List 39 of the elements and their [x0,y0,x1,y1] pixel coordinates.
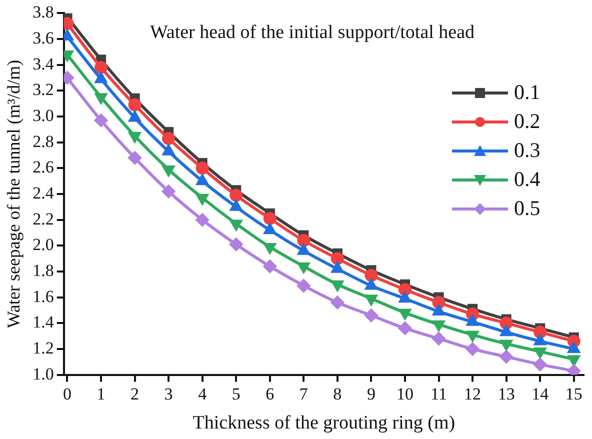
y-tick-label: 3.4 [32,54,54,74]
y-tick-label: 3.0 [32,106,54,125]
y-tick-label: 2.2 [32,209,54,228]
x-tick-label: 11 [430,384,447,404]
x-tick-label: 5 [232,384,240,404]
y-tick-label: 2.0 [32,235,54,254]
x-tick-label: 13 [498,384,515,404]
x-axis-title: Thickness of the grouting ring (m) [192,412,456,434]
legend-label: 0.5 [514,196,540,221]
y-tick-label: 2.6 [32,158,54,177]
x-tick-label: 10 [396,384,414,404]
legend-title: Water head of the initial support/total head [150,22,475,44]
legend-label: 0.3 [514,138,540,163]
x-tick-label: 6 [266,384,274,404]
x-tick-label: 1 [96,384,106,404]
legend-label: 0.2 [514,109,540,134]
y-axis-title: Water seepage of the tunnel (m³/d/m) [4,60,24,328]
y-tick-label: 1.4 [32,312,54,332]
legend-label: 0.1 [514,80,540,105]
x-tick-label: 9 [366,384,376,404]
x-tick-label: 12 [464,384,482,404]
y-tick-label: 1.8 [32,260,54,280]
x-tick-label: 4 [198,384,208,404]
y-tick-label: 1.0 [32,364,54,384]
y-tick-label: 1.6 [32,286,54,306]
y-tick-label: 3.2 [32,80,54,100]
y-tick-label: 3.8 [32,2,54,22]
x-tick-label: 2 [130,384,140,404]
y-tick-label: 3.6 [32,28,54,48]
x-tick-label: 15 [565,384,582,404]
x-tick-label: 0 [62,384,72,404]
x-tick-label: 3 [164,384,173,404]
y-tick-label: 1.2 [32,338,54,358]
x-tick-label: 7 [299,384,308,404]
x-tick-label: 14 [532,384,550,404]
y-tick-label: 2.8 [32,132,54,151]
x-tick-label: 8 [333,384,342,404]
y-tick-label: 2.4 [32,183,54,202]
legend-label: 0.4 [514,167,540,192]
